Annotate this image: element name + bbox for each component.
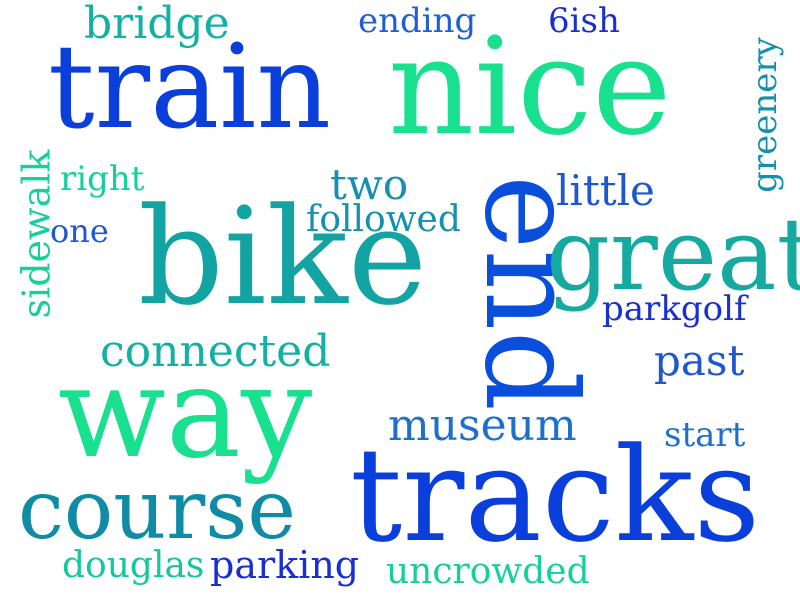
word-connected: connected [100,326,331,377]
word-uncrowded: uncrowded [386,551,590,592]
word-way: way [58,339,313,486]
word-tracks: tracks [350,419,761,571]
word-great: great [546,196,800,313]
word-6ish: 6ish [548,1,620,41]
word-past: past [654,336,745,385]
word-bridge: bridge [84,0,230,49]
word-parking: parking [210,543,360,587]
word-course: course [18,463,296,558]
word-douglas: douglas [62,545,205,586]
word-one: one [50,212,109,250]
word-right: right [60,159,145,199]
word-train: train [48,20,332,155]
word-greenery: greenery [744,37,785,193]
word-little: little [556,166,655,215]
word-bike: bike [138,179,428,335]
word-nice: nice [388,9,672,165]
word-ending: ending [358,1,477,41]
word-followed: followed [306,199,461,240]
word-museum: museum [388,400,577,451]
word-parkgolf: parkgolf [602,289,747,329]
word-two: two [330,160,409,209]
word-start: start [664,415,746,455]
